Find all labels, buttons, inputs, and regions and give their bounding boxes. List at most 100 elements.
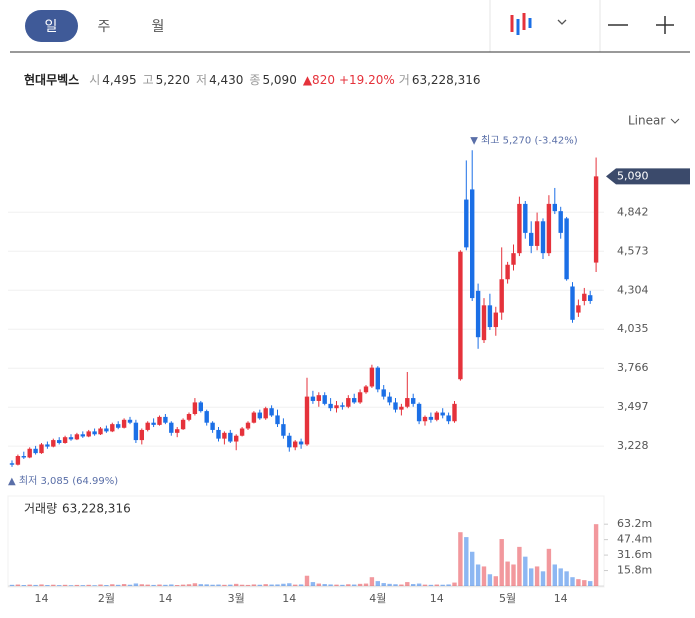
volume-bar bbox=[411, 584, 416, 586]
candle-body bbox=[399, 406, 404, 410]
volume-bar bbox=[363, 583, 369, 586]
candle-body bbox=[546, 203, 552, 254]
volume-bar bbox=[399, 584, 404, 586]
candle-body bbox=[570, 286, 575, 320]
chart-type-icon[interactable] bbox=[510, 13, 532, 35]
candle-body bbox=[346, 398, 351, 407]
candle-body bbox=[62, 437, 68, 443]
tab[interactable]: 월 bbox=[152, 19, 165, 35]
volume-bar bbox=[493, 576, 498, 586]
field-label: 종 bbox=[249, 73, 261, 87]
candle-body bbox=[68, 437, 74, 440]
candle-body bbox=[499, 279, 504, 313]
candle-body bbox=[121, 419, 127, 428]
volume-bar bbox=[298, 584, 304, 586]
candle-body bbox=[552, 203, 557, 212]
y-tick-label: 3,497 bbox=[617, 400, 649, 413]
volume-bar bbox=[180, 584, 186, 586]
candle-body bbox=[163, 416, 168, 423]
volume-bar bbox=[116, 584, 121, 586]
volume-bar bbox=[45, 585, 50, 586]
candle-body bbox=[588, 295, 593, 301]
volume-bar bbox=[517, 546, 522, 586]
candle-body bbox=[228, 432, 233, 442]
x-tick-label: 14 bbox=[430, 592, 444, 605]
candle-body bbox=[157, 416, 162, 425]
candle-body bbox=[511, 253, 516, 265]
candle-body bbox=[57, 440, 62, 443]
volume-bar bbox=[169, 584, 174, 586]
volume-bar bbox=[98, 584, 103, 586]
candle-body bbox=[257, 412, 262, 419]
volume-bar bbox=[293, 584, 298, 586]
volume-bar bbox=[157, 584, 162, 586]
volume-bar bbox=[529, 568, 534, 586]
volume-bar bbox=[375, 581, 380, 586]
candle-body bbox=[39, 444, 44, 454]
volume-bar bbox=[92, 585, 97, 586]
field-label: 고 bbox=[142, 73, 154, 87]
tab[interactable]: 일 bbox=[45, 19, 58, 35]
tab[interactable]: 주 bbox=[98, 19, 111, 35]
volume-bar bbox=[346, 584, 351, 586]
volume-bar bbox=[534, 566, 540, 586]
volume-bar bbox=[228, 584, 233, 586]
volume-bar bbox=[287, 583, 292, 586]
volume-total: 63,228,316 bbox=[62, 502, 131, 516]
candle-body bbox=[80, 434, 85, 437]
candle-body bbox=[45, 444, 50, 447]
candle-body bbox=[281, 424, 286, 436]
quote-header: 현대무벡스 시 4,495 고 5,220 저 4,430 종 5,090 ▲820 +19.20%… bbox=[24, 71, 487, 88]
volume-bar bbox=[505, 561, 510, 586]
candle-body bbox=[98, 428, 103, 435]
volume-bar bbox=[352, 584, 357, 586]
candle-body bbox=[387, 396, 392, 403]
candle-body bbox=[234, 435, 239, 442]
current-price-label: 5,090 bbox=[617, 169, 649, 182]
volume-bar bbox=[269, 584, 274, 586]
x-tick-label: 14 bbox=[158, 592, 172, 605]
volume-bar bbox=[416, 583, 422, 586]
volume-bar bbox=[145, 584, 150, 586]
volume-bar bbox=[540, 571, 546, 586]
volume-bar bbox=[458, 532, 463, 586]
candle-body bbox=[316, 395, 321, 401]
y-tick-label: 4,842 bbox=[617, 205, 649, 218]
candle-body bbox=[269, 408, 274, 416]
candle-body bbox=[487, 305, 493, 328]
volume-bar bbox=[33, 584, 38, 586]
candle-body bbox=[340, 405, 345, 407]
volume-bar bbox=[104, 585, 109, 586]
y-tick-label: 4,304 bbox=[617, 283, 649, 296]
x-tick-label: 14 bbox=[282, 592, 296, 605]
scale-chevron[interactable] bbox=[670, 118, 680, 124]
volume-bar bbox=[593, 524, 599, 586]
volume-bar bbox=[121, 584, 127, 586]
candle-body bbox=[481, 305, 487, 341]
tab-selected[interactable] bbox=[25, 10, 78, 42]
price-change: ▲820 bbox=[302, 73, 335, 87]
volume-bar bbox=[487, 574, 493, 586]
candle-body bbox=[352, 398, 357, 403]
volume-bar bbox=[133, 583, 139, 586]
candle-body bbox=[529, 232, 534, 246]
zoom-in[interactable] bbox=[656, 16, 674, 34]
candle-body bbox=[534, 221, 540, 246]
candle-body bbox=[381, 389, 386, 397]
candle-body bbox=[576, 305, 581, 313]
candle-body bbox=[210, 422, 215, 430]
volume-bar bbox=[340, 584, 345, 586]
scale-button[interactable]: Linear bbox=[628, 114, 665, 128]
candle-body bbox=[593, 176, 599, 263]
x-tick-label: 3월 bbox=[228, 592, 245, 605]
candle-body bbox=[186, 414, 192, 420]
volume-bar bbox=[357, 583, 363, 586]
field-value: 5,090 bbox=[262, 73, 297, 87]
volume-bar bbox=[381, 583, 386, 586]
candle-body bbox=[27, 448, 32, 458]
volume-bar bbox=[110, 584, 115, 586]
dropdown-chevron[interactable] bbox=[557, 19, 567, 25]
candle-body bbox=[375, 367, 380, 390]
candle-body bbox=[470, 189, 475, 299]
